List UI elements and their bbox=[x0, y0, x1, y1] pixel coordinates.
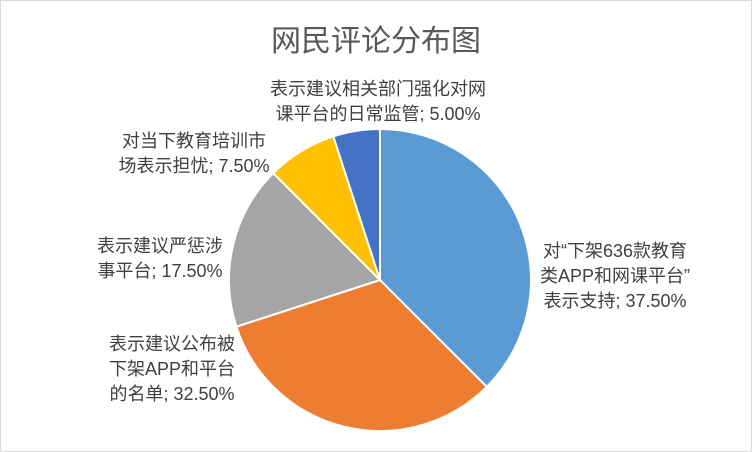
data-label-line: 类APP和网课平台” bbox=[540, 266, 690, 286]
data-label-line: 下架APP和平台 bbox=[109, 359, 235, 379]
data-label-1: 对“下架636款教育类APP和网课平台” 表示支持; 37.50% bbox=[540, 241, 690, 311]
data-label-4: 对当下教育培训市场表示担忧; 7.50% bbox=[118, 131, 269, 176]
pie-slice-2 bbox=[235, 279, 488, 432]
data-label-line: 课平台的日常监管; 5.00% bbox=[275, 104, 480, 124]
pie-slices bbox=[228, 128, 532, 432]
data-label-line: 对“下架636款教育 bbox=[543, 241, 687, 261]
data-label-line: 表示建议严惩涉 bbox=[97, 236, 223, 256]
data-label-line: 的名单; 32.50% bbox=[109, 384, 234, 404]
data-label-line: 表示建议相关部门强化对网 bbox=[270, 79, 486, 99]
data-label-3: 表示建议严惩涉事平台; 17.50% bbox=[97, 236, 223, 281]
pie-slice-3 bbox=[228, 172, 381, 328]
data-label-line: 表示建议公布被 bbox=[109, 334, 235, 354]
data-label-5: 表示建议相关部门强化对网课平台的日常监管; 5.00% bbox=[270, 79, 486, 124]
data-label-line: 表示支持; 37.50% bbox=[543, 291, 686, 311]
data-label-2: 表示建议公布被下架APP和平台的名单; 32.50% bbox=[109, 334, 235, 404]
pie-slice-1 bbox=[379, 128, 532, 388]
pie-slice-5 bbox=[332, 128, 381, 281]
data-labels: 对“下架636款教育类APP和网课平台” 表示支持; 37.50% 表示建议公布被… bbox=[97, 79, 690, 404]
chart-title: 网民评论分布图 bbox=[271, 25, 481, 58]
data-label-line: 事平台; 17.50% bbox=[97, 261, 222, 281]
data-label-line: 场表示担忧; 7.50% bbox=[118, 156, 269, 176]
data-label-line: 对当下教育培训市 bbox=[122, 131, 266, 151]
